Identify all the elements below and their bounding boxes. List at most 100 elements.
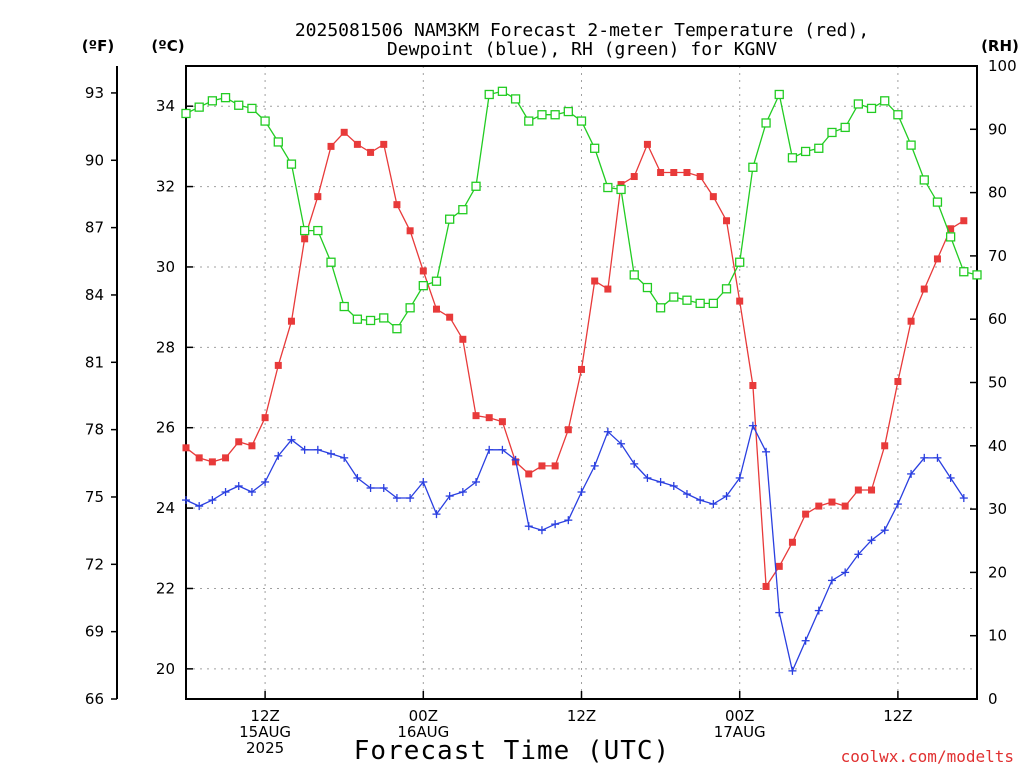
- rh-point: [313, 225, 323, 236]
- temperature-point: [340, 128, 348, 136]
- temperature-point: [498, 418, 506, 426]
- rh-point: [194, 102, 204, 112]
- temperature-point: [182, 444, 190, 452]
- dewpoint-point: [682, 490, 691, 499]
- temperature-point: [393, 201, 401, 209]
- dewpoint-point: [617, 439, 626, 448]
- dewpoint-point: [524, 522, 533, 531]
- temperature-point: [314, 193, 322, 201]
- temperature-point: [933, 255, 941, 263]
- rh-point: [458, 205, 468, 215]
- temperature-point: [736, 297, 744, 305]
- rh-point: [642, 282, 653, 293]
- dewpoint-point: [511, 455, 520, 464]
- temperature-point: [419, 267, 427, 275]
- dewpoint-point: [775, 608, 784, 617]
- fahrenheit-tick-label: 69: [85, 623, 104, 641]
- rh-tick-label: 50: [988, 374, 1007, 392]
- temperature-point: [657, 169, 665, 177]
- fahrenheit-tick-label: 81: [85, 353, 104, 371]
- temperature-point: [551, 462, 559, 470]
- rh-point: [576, 116, 587, 126]
- rh-point: [629, 270, 639, 280]
- dewpoint-point: [814, 606, 823, 615]
- temperature-point: [353, 140, 361, 148]
- dewpoint-point: [353, 473, 362, 482]
- temperature-point: [788, 538, 796, 546]
- temperature-point: [578, 365, 585, 373]
- rh-point: [787, 153, 798, 163]
- series-dewpoint: [182, 421, 968, 675]
- rh-point: [906, 140, 916, 150]
- dewpoint-point: [788, 666, 797, 675]
- rh-point: [299, 225, 310, 236]
- celsius-axis-label: (ºC): [151, 37, 184, 55]
- temperature-point: [881, 442, 889, 450]
- temperature-point: [406, 227, 414, 235]
- x-tick-label: 12Z: [250, 707, 279, 725]
- rh-point: [669, 292, 679, 302]
- temperature-point: [696, 173, 704, 181]
- dewpoint-point: [247, 488, 256, 497]
- fahrenheit-tick-label: 75: [85, 488, 104, 506]
- dewpoint-point: [234, 481, 243, 490]
- rh-tick-label: 0: [988, 690, 998, 708]
- rh-point: [932, 197, 943, 207]
- dewpoint-point: [406, 494, 415, 503]
- celsius-tick-label: 26: [156, 419, 175, 437]
- rh-axis-label: (RH): [981, 37, 1019, 55]
- dewpoint-point: [722, 492, 731, 501]
- dewpoint-point: [432, 510, 441, 519]
- dewpoint-point: [564, 516, 573, 525]
- temperature-point: [208, 458, 216, 466]
- dewpoint-point: [920, 453, 929, 462]
- fahrenheit-axis-label: (ºF): [82, 37, 114, 55]
- rh-tick-label: 20: [988, 563, 1007, 581]
- x-tick-label: 16AUG: [397, 723, 449, 741]
- temperature-point: [630, 173, 638, 181]
- rh-tick-label: 70: [988, 247, 1007, 265]
- celsius-tick-label: 20: [156, 660, 175, 678]
- temperature-point: [762, 582, 770, 590]
- dewpoint-point: [709, 500, 718, 509]
- rh-point: [708, 298, 718, 309]
- rh-point: [207, 96, 218, 106]
- temperature-point: [446, 313, 454, 321]
- temperature-point: [525, 470, 533, 478]
- dewpoint-point: [827, 576, 836, 585]
- rh-point: [721, 284, 732, 294]
- rh-point: [735, 257, 745, 267]
- dewpoint-point: [603, 427, 612, 436]
- temperature-point: [222, 454, 230, 462]
- x-tick-label: 12Z: [567, 707, 596, 725]
- rh-point: [260, 116, 270, 126]
- fahrenheit-tick-label: 84: [85, 286, 104, 304]
- rh-point: [550, 110, 560, 120]
- x-tick-label: 17AUG: [714, 723, 766, 741]
- rh-point: [392, 324, 402, 334]
- rh-point: [682, 295, 692, 305]
- rh-point: [181, 108, 191, 119]
- rh-point: [379, 313, 389, 323]
- chart-title-line2: Dewpoint (blue), RH (green) for KGNV: [387, 39, 777, 60]
- rh-point: [603, 182, 613, 193]
- temperature-point: [367, 148, 375, 156]
- temperature-point: [261, 414, 269, 422]
- series-group: [181, 86, 982, 675]
- rh-point: [590, 143, 600, 153]
- dewpoint-point: [551, 520, 560, 529]
- dewpoint-point: [485, 445, 494, 454]
- fahrenheit-tick-label: 87: [85, 219, 104, 237]
- dewpoint-point: [182, 496, 190, 505]
- rh-tick-label: 40: [988, 437, 1007, 455]
- temperature-point: [709, 193, 717, 201]
- temperature-point: [802, 510, 810, 518]
- dewpoint-point: [696, 496, 705, 505]
- rh-point: [471, 181, 481, 191]
- temperature-point: [775, 562, 783, 570]
- series-rh: [181, 86, 982, 334]
- dewpoint-point: [907, 469, 916, 478]
- x-tick-label: 00Z: [409, 707, 438, 725]
- temperature-point: [947, 225, 955, 233]
- rh-line: [185, 90, 978, 330]
